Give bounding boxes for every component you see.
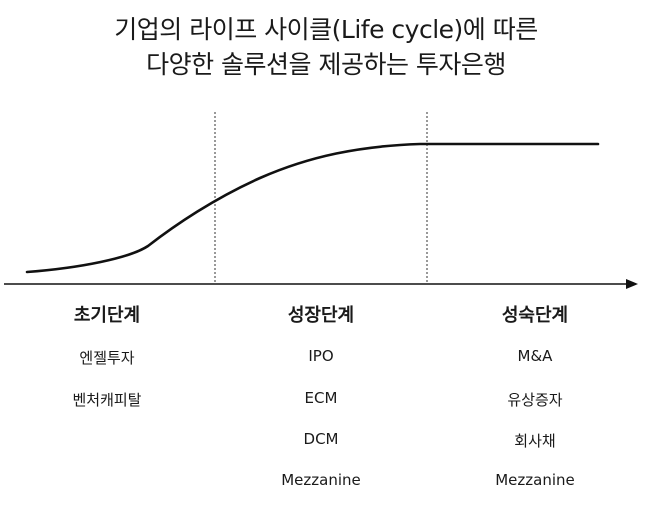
stage-mature-item-mezzanine: Mezzanine xyxy=(495,471,575,489)
stage-growth-item-dcm: DCM xyxy=(303,430,339,448)
stage-mature-item-corporate-bond: 회사채 xyxy=(514,432,556,450)
stage-mature-item-ma: M&A xyxy=(517,347,553,365)
stage-growth-item-mezzanine: Mezzanine xyxy=(281,471,361,489)
stage-mature-item-rights-offering: 유상증자 xyxy=(507,391,563,409)
diagram-title-line-2: 다양한 솔루션을 제공하는 투자은행 xyxy=(146,50,506,79)
stage-growth-item-ecm: ECM xyxy=(304,389,338,407)
stage-early-heading: 초기단계 xyxy=(73,305,141,326)
stage-mature-heading: 성숙단계 xyxy=(501,305,569,326)
lifecycle-curve xyxy=(25,142,600,274)
stage-growth-heading: 성장단계 xyxy=(287,305,355,326)
stage-early-item-vc: 벤처캐피탈 xyxy=(72,391,142,409)
diagram-title-line-1: 기업의 라이프 사이클(Life cycle)에 따른 xyxy=(114,15,538,44)
stage-early-item-angel: 엔젤투자 xyxy=(79,349,135,367)
stage-growth-item-ipo: IPO xyxy=(308,347,334,365)
